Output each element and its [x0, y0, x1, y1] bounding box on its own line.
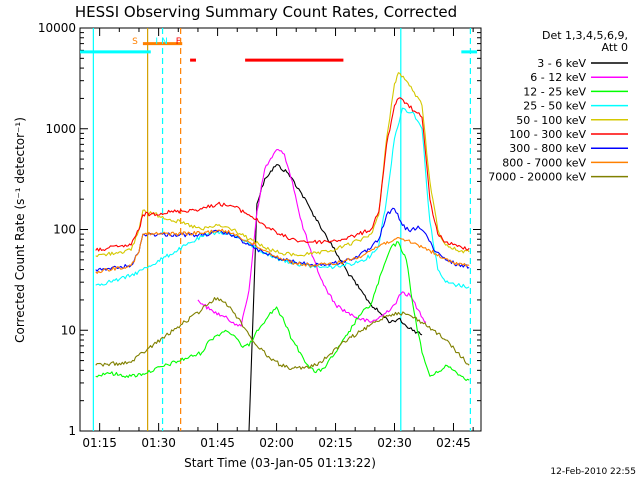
y-tick-label: 1000	[45, 122, 76, 136]
x-tick-label: 01:30	[141, 436, 176, 450]
y-axis-label: Corrected Count Rate (s⁻¹ detector⁻¹)	[13, 117, 27, 343]
data-series	[95, 72, 470, 432]
x-tick-label: 01:15	[82, 436, 117, 450]
y-tick-label: 10	[61, 323, 76, 337]
legend-header: Att 0	[602, 41, 628, 54]
footer-timestamp: 12-Feb-2010 22:55	[550, 467, 636, 477]
series-line	[95, 297, 470, 371]
x-tick-label: 01:45	[200, 436, 235, 450]
x-tick-labels: 01:15 01:30 01:45 02:00 02:15 02:30 02:45	[82, 436, 470, 450]
x-axis-label: Start Time (03-Jan-05 01:13:22)	[184, 456, 376, 470]
y-tick-label: 100	[53, 223, 76, 237]
legend-header: Det 1,3,4,5,6,9,	[542, 29, 628, 42]
x-tick-label: 02:00	[259, 436, 294, 450]
legend-label: 7000 - 20000 keV	[488, 171, 586, 184]
series-line	[248, 164, 423, 432]
legend-label: 25 - 50 keV	[523, 100, 586, 113]
x-tick-label: 02:45	[436, 436, 471, 450]
y-tick-labels: 1 10 100 1000 10000	[38, 21, 76, 438]
series-line	[95, 241, 470, 381]
flag-letter: S	[132, 37, 138, 47]
series-line	[95, 228, 470, 274]
legend-label: 12 - 25 keV	[523, 85, 586, 98]
flag-letter: F	[176, 37, 181, 47]
series-line	[95, 107, 470, 289]
legend-label: 800 - 7000 keV	[502, 156, 586, 169]
legend-label: 3 - 6 keV	[537, 57, 586, 70]
legend-label: 100 - 300 keV	[509, 128, 586, 141]
flag-letter: I	[155, 37, 158, 47]
x-tick-label: 02:15	[318, 436, 353, 450]
series-line	[95, 97, 470, 252]
legend-label: 6 - 12 keV	[530, 71, 586, 84]
flag-letter: N	[161, 37, 168, 47]
x-tick-label: 02:30	[377, 436, 412, 450]
legend-label: 50 - 100 keV	[516, 114, 586, 127]
axis-ticks	[79, 28, 481, 432]
series-line	[197, 148, 427, 327]
y-tick-label: 1	[68, 424, 76, 438]
y-tick-label: 10000	[38, 21, 76, 35]
chart-title: HESSI Observing Summary Count Rates, Cor…	[75, 3, 457, 21]
legend-label: 300 - 800 keV	[509, 142, 586, 155]
series-line	[95, 72, 470, 258]
series-line	[95, 207, 470, 272]
